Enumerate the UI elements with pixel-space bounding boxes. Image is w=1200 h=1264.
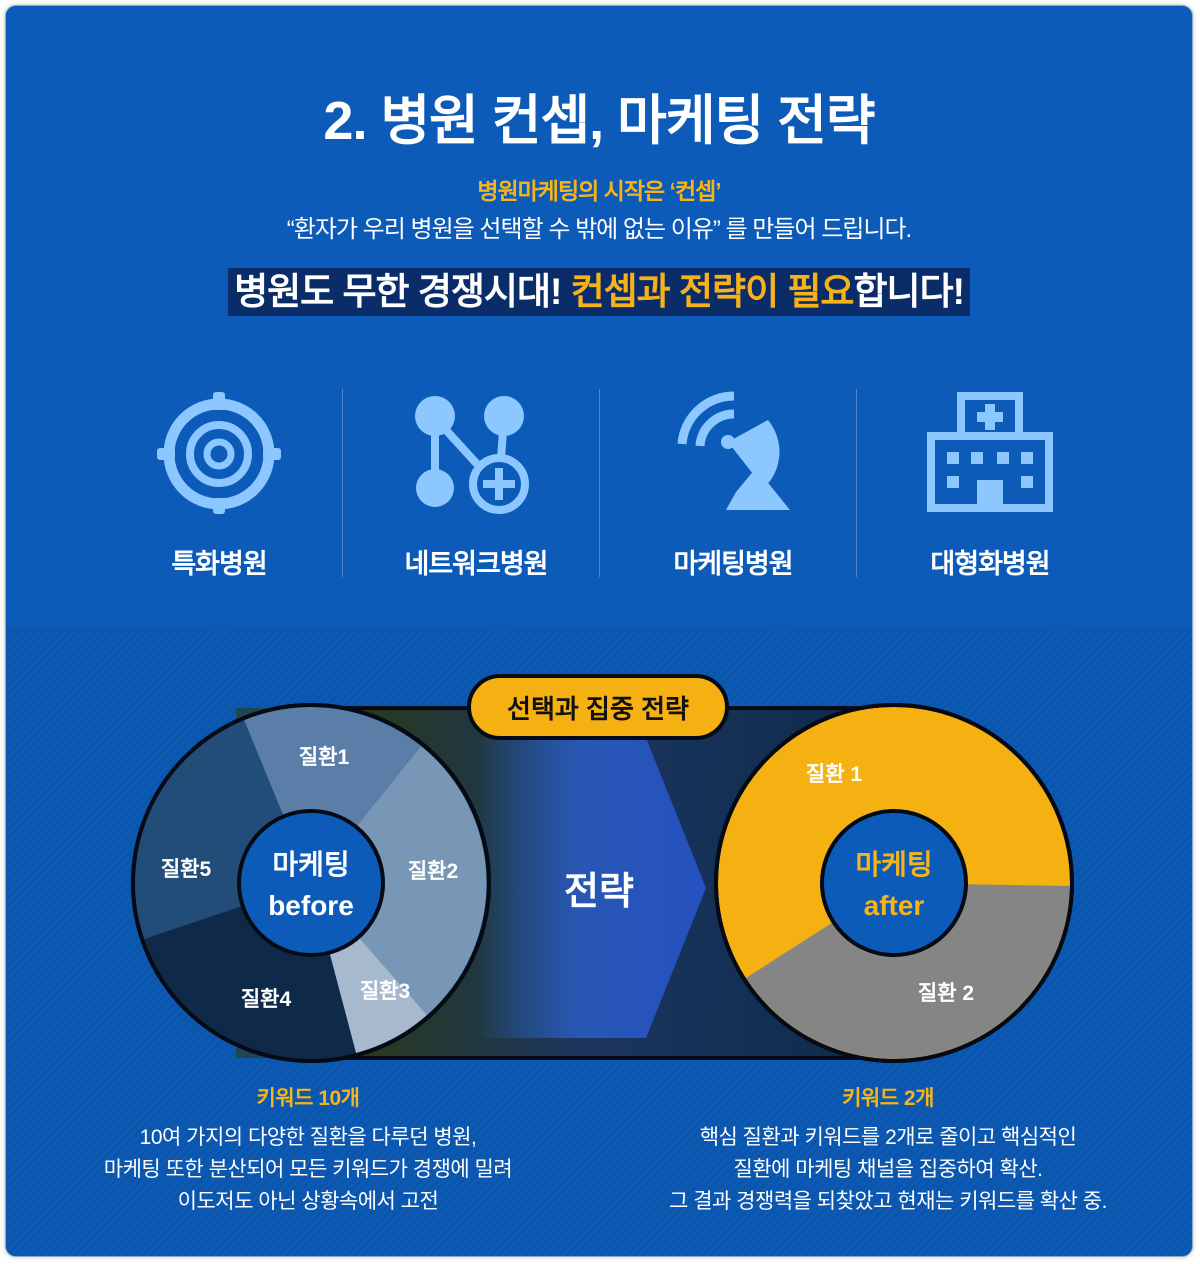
before-segment-1 (244, 706, 421, 883)
concept-section: 2. 병원 컨셉, 마케팅 전략 병원마케팅의 시작은 ‘컨셉’ “환자가 우리… (6, 6, 1192, 626)
after-caption-text: 핵심 질환과 키워드를 2개로 줄이고 핵심적인 질환에 마케팅 채널을 집중하… (628, 1122, 1148, 1218)
after-center-label: 마케팅 (855, 849, 932, 880)
banner-text-1: 병원도 무한 경쟁시대! (234, 271, 571, 312)
before-center-label: 마케팅 (272, 849, 349, 880)
headline-banner: 병원도 무한 경쟁시대! 컨셉과 전략이 필요합니다! (228, 268, 970, 316)
banner-text-2: 합니다! (853, 271, 964, 312)
divider (342, 389, 343, 577)
hospital-building-icon (927, 392, 1053, 512)
before-segment-3-label: 질환3 (360, 980, 410, 1003)
after-center-sublabel: after (864, 890, 925, 921)
divider (599, 389, 600, 577)
before-segment-5-label: 질환5 (161, 858, 212, 881)
before-donut: 마케팅 before 질환1 질환2 질환3 질환4 질환5 (131, 703, 491, 1063)
target-icon (157, 392, 281, 514)
banner-highlight: 컨셉과 전략이 필요 (570, 271, 855, 312)
before-caption-text: 10여 가지의 다양한 질환을 다루던 병원, 마케팅 또한 분산되어 모든 키… (48, 1122, 568, 1218)
before-caption-line: 이도저도 아닌 상황속에서 고전 (177, 1190, 439, 1213)
category-label: 마케팅병원 (673, 549, 793, 579)
before-center (237, 809, 385, 957)
strategy-arrow-label: 전략 (564, 871, 634, 913)
strategy-arrow (476, 738, 706, 1038)
before-caption-line: 마케팅 또한 분산되어 모든 키워드가 경쟁에 밀려 (103, 1158, 513, 1181)
after-segment-1-label: 질환 1 (806, 763, 862, 786)
category-label: 특화병원 (171, 549, 267, 579)
after-segment-2-label: 질환 2 (918, 982, 974, 1005)
after-donut: 마케팅 after 질환 1 질환 2 (714, 703, 1074, 1063)
subtitle: 병원마케팅의 시작은 ‘컨셉’ (477, 178, 721, 204)
category-large-scale: 대형화병원 (862, 384, 1118, 584)
before-caption-title: 키워드 10개 (256, 1087, 360, 1110)
category-label: 대형화병원 (930, 549, 1050, 579)
after-caption-title: 키워드 2개 (842, 1087, 934, 1110)
strategy-diagram: 마케팅 before 질환1 질환2 질환3 질환4 질환5 전략 마케팅 af… (131, 674, 1074, 1063)
category-network: 네트워크병원 (348, 384, 604, 584)
page-title: 2. 병원 컨셉, 마케팅 전략 (323, 91, 875, 151)
after-center (820, 809, 968, 957)
before-segment-1-label: 질환1 (299, 746, 350, 769)
strategy-badge-label: 선택과 집중 전략 (507, 694, 689, 724)
before-segment-2 (311, 746, 487, 1015)
strategy-badge: 선택과 집중 전략 (467, 674, 729, 740)
before-segment-2-label: 질환2 (408, 860, 458, 883)
quote-text: “환자가 우리 병원을 선택할 수 밖에 없는 이유” 를 만들어 드립니다. (286, 216, 912, 243)
after-caption-line: 질환에 마케팅 채널을 집중하여 확산. (733, 1158, 1043, 1181)
before-segment-4-label: 질환4 (241, 988, 292, 1011)
infographic-frame: 2. 병원 컨셉, 마케팅 전략 병원마케팅의 시작은 ‘컨셉’ “환자가 우리… (6, 6, 1192, 1256)
satellite-dish-icon (677, 391, 790, 510)
category-specialized: 특화병원 (91, 384, 347, 584)
network-icon (415, 396, 529, 514)
after-caption-line: 그 결과 경쟁력을 되찾았고 현재는 키워드를 확산 중. (669, 1190, 1107, 1213)
category-label: 네트워크병원 (404, 549, 548, 579)
after-caption-line: 핵심 질환과 키워드를 2개로 줄이고 핵심적인 (699, 1126, 1077, 1149)
after-segment-2 (746, 883, 1070, 1059)
before-caption-line: 10여 가지의 다양한 질환을 다루던 병원, (139, 1126, 477, 1149)
category-marketing: 마케팅병원 (605, 384, 861, 584)
before-center-sublabel: before (268, 890, 354, 921)
divider (856, 389, 857, 577)
